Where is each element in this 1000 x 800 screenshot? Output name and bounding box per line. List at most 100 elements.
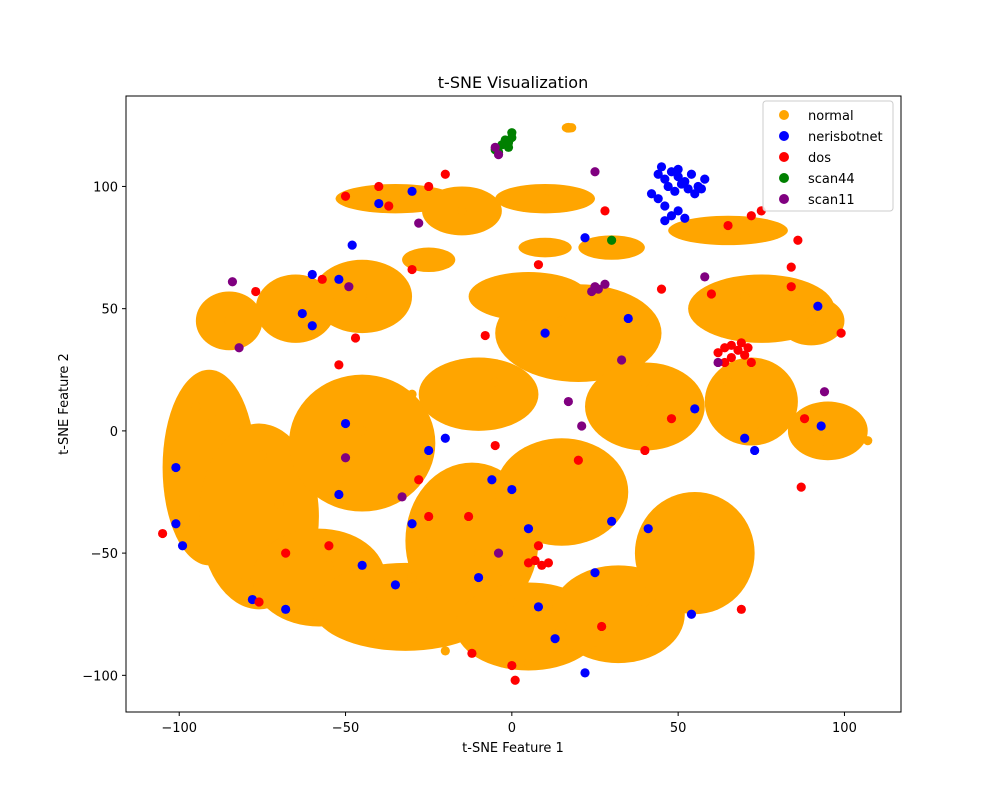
data-point [307,321,317,331]
data-point [493,548,504,558]
legend-label: normal [808,109,854,124]
data-point [274,499,284,509]
data-point [690,189,700,199]
data-point [281,548,291,558]
data-point [676,179,687,189]
data-point [786,262,796,272]
data-point [690,404,700,414]
data-point [493,150,504,160]
data-point [490,377,500,387]
data-point [590,167,600,177]
data-point [700,272,710,282]
data-point [557,621,567,632]
normal-cluster-blob [578,235,645,260]
data-point [656,162,667,172]
data-point [254,597,264,607]
data-point [663,181,673,192]
data-point [580,668,590,678]
data-point [347,240,357,250]
y-tick-label: 0 [110,425,118,440]
x-tick-label: −100 [161,721,197,736]
data-point [480,330,490,341]
data-point [467,648,477,658]
data-point [577,421,587,431]
data-point [424,181,434,192]
data-point [557,316,567,326]
legend-marker [779,131,789,141]
y-axis-label: t-SNE Feature 2 [57,353,72,455]
data-point [390,580,401,590]
data-point [473,572,484,583]
data-point [713,357,723,368]
data-point [424,511,434,522]
data-point [746,357,756,368]
data-point [530,555,540,566]
data-point [191,401,201,412]
normal-cluster-blob [288,374,436,512]
data-point [673,206,683,216]
data-point [324,560,334,570]
data-point [686,609,697,619]
data-point [723,220,733,231]
data-point [836,328,846,338]
normal-cluster-blob [704,357,798,446]
data-point [743,343,753,353]
normal-cluster-blob [468,272,589,321]
data-point [171,519,181,529]
data-point [241,572,251,583]
data-point [673,164,683,174]
data-point [390,194,401,204]
data-point [666,211,677,221]
data-point [643,524,653,534]
data-point [507,660,517,671]
legend-marker [779,110,789,120]
data-point [297,308,307,319]
data-point [756,426,766,436]
data-point [171,462,181,473]
legend: normal nerisbotnet dos scan44 scan11 [762,100,894,212]
data-point [567,123,577,133]
data-point [656,284,667,294]
data-point [543,558,554,568]
data-point [291,304,301,314]
data-point [660,201,670,211]
plot-area [125,95,902,713]
data-point [374,181,384,192]
normal-cluster-blob [402,247,456,272]
data-point [424,445,434,456]
data-point [673,172,683,182]
legend-marker [779,152,789,162]
data-point [507,484,517,495]
data-point [607,235,617,245]
data-point [813,301,823,311]
legend-items: normal nerisbotnet dos scan44 scan11 [779,109,883,208]
x-tick-label: 100 [832,721,857,736]
data-point [340,191,351,201]
normal-cluster-blob [787,401,868,461]
data-point [227,277,238,287]
data-point [533,602,544,612]
data-point [407,519,417,529]
data-point [414,475,424,485]
data-point [414,218,424,228]
x-tick-label: −50 [332,721,359,736]
data-point [713,348,723,358]
data-point [607,328,617,338]
data-point [257,450,267,460]
plot-frame [125,95,902,713]
legend-box [762,100,894,212]
data-point [863,436,873,446]
data-point [823,438,833,448]
x-axis: −100 −50 0 50 100 [161,712,857,736]
points-layer [157,123,873,685]
data-point [490,142,500,152]
data-point [653,194,663,204]
data-point [680,213,690,223]
data-point [706,289,717,299]
data-point [374,198,384,209]
data-point [607,516,617,526]
data-point [540,194,550,204]
y-tick-label: −50 [91,547,118,562]
data-point [251,286,261,297]
data-point [457,206,467,216]
